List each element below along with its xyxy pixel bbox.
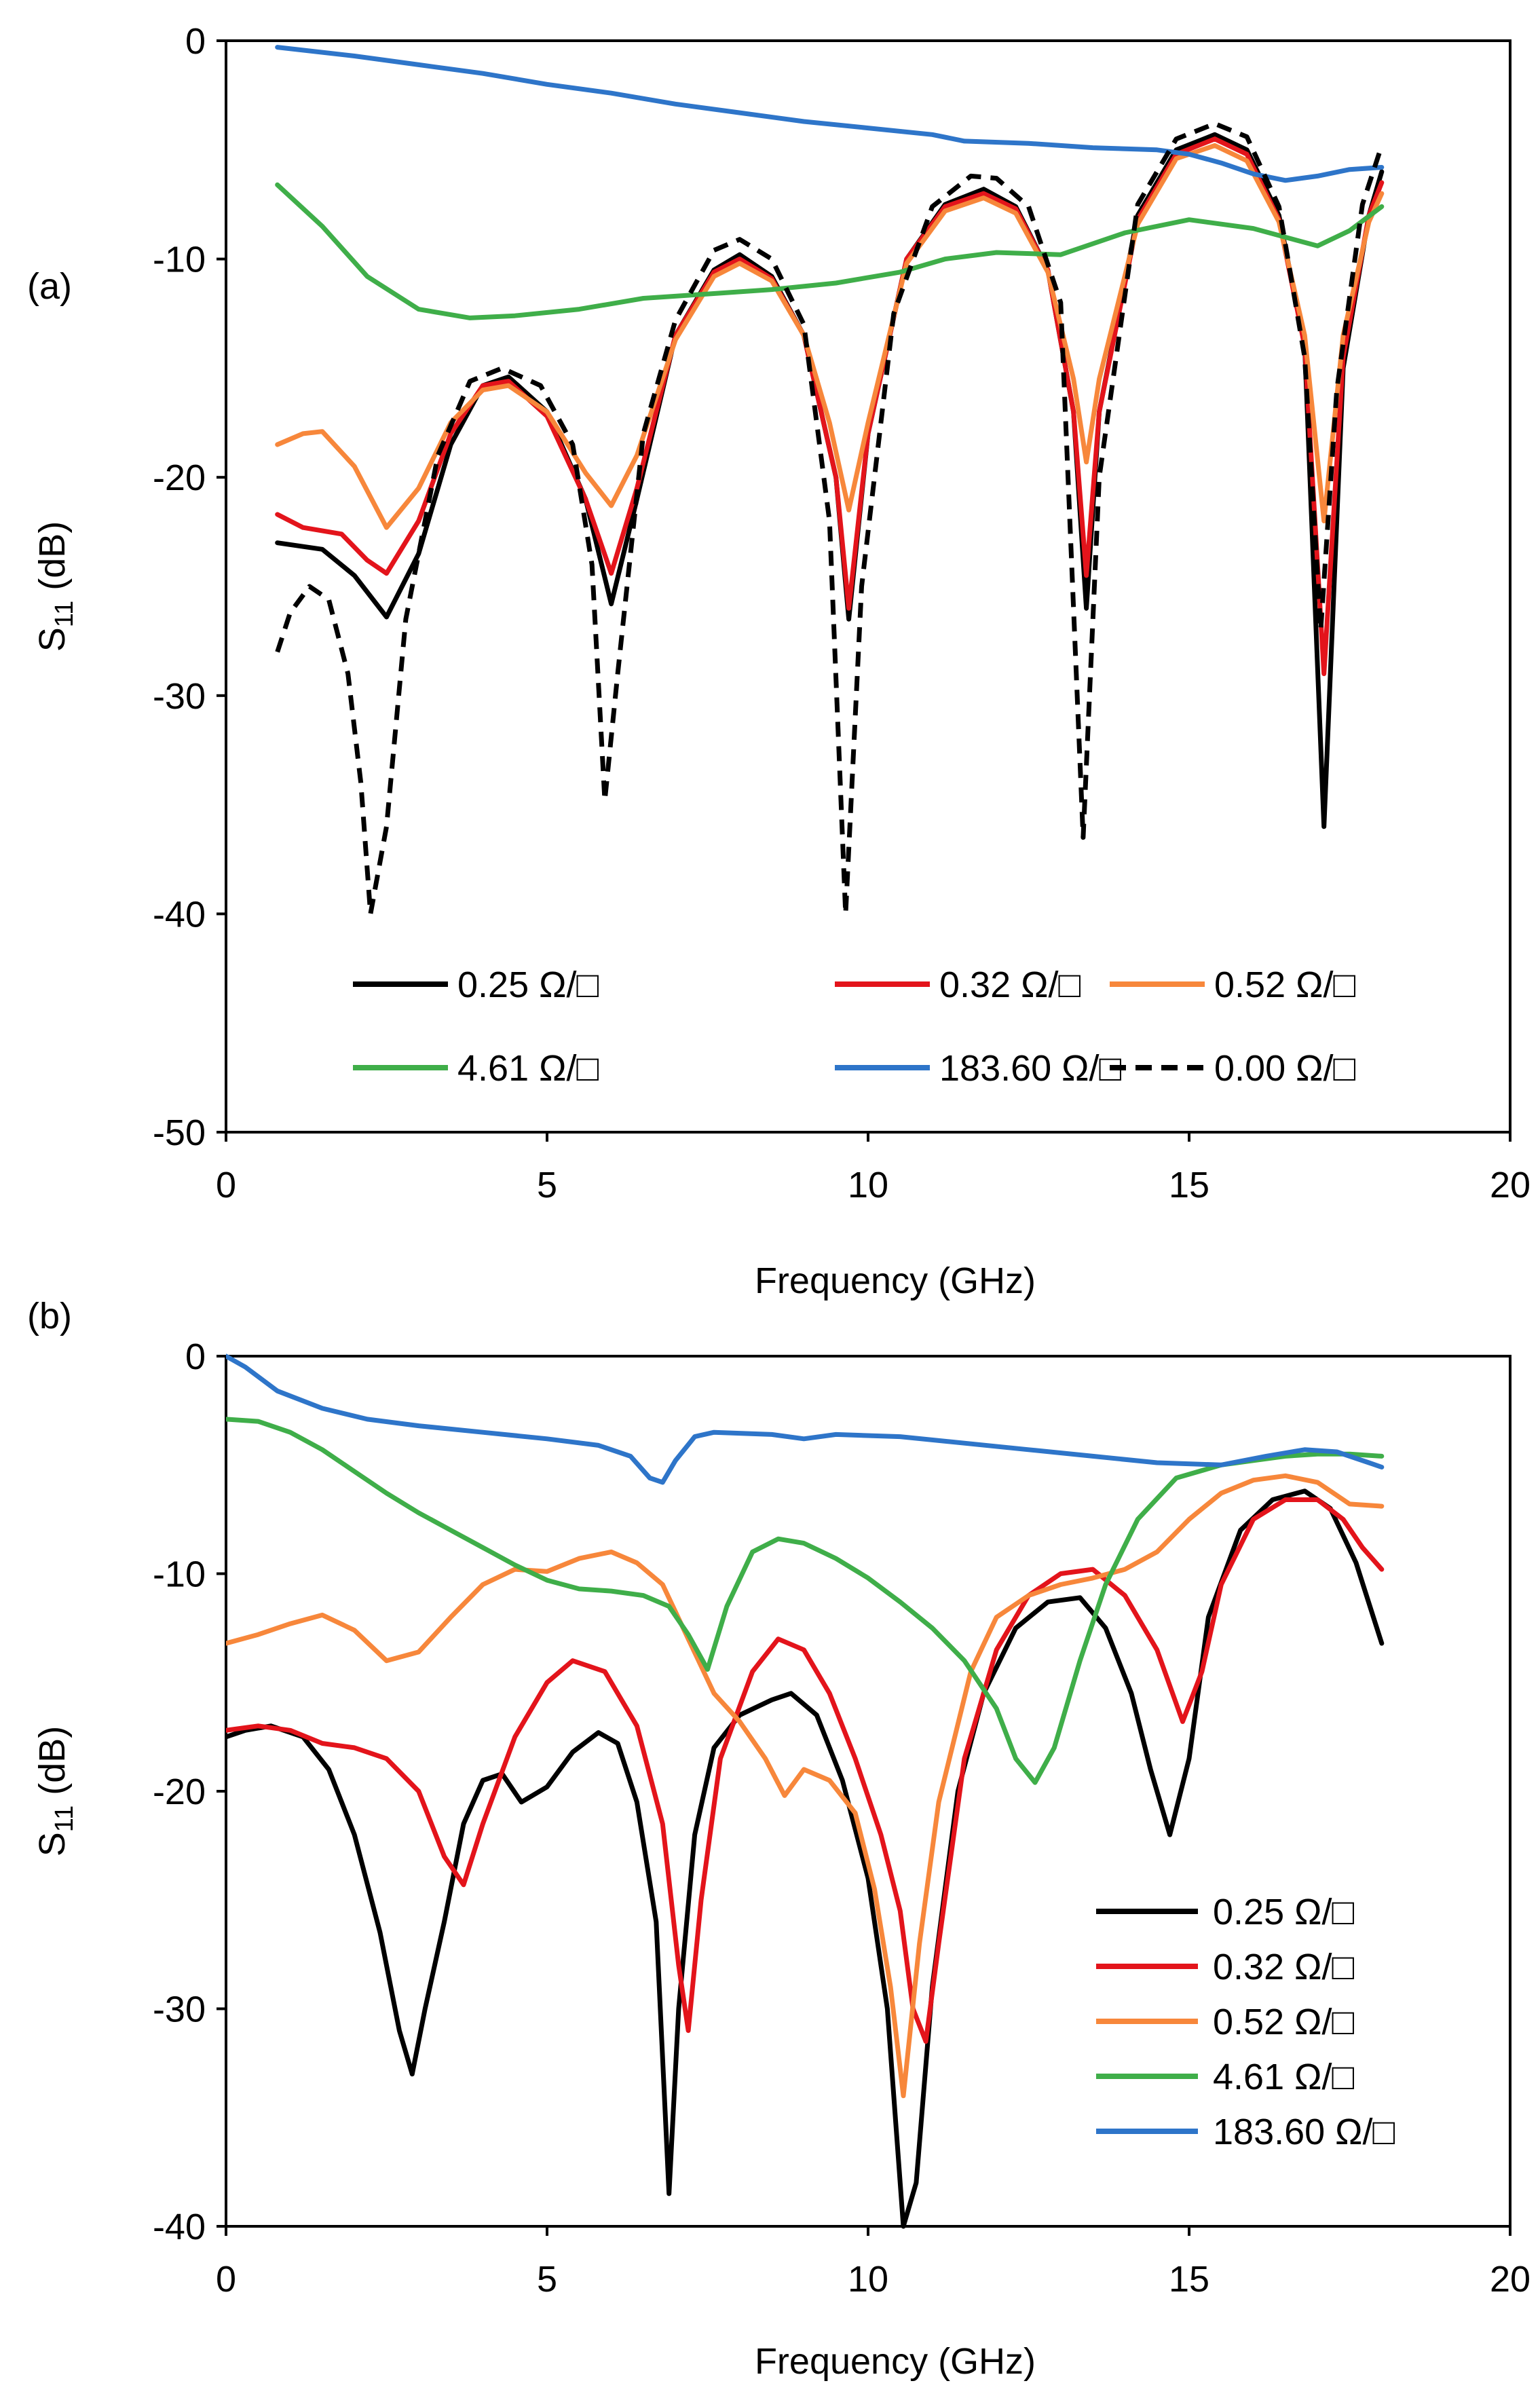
legend-label-b-2: 0.32 Ω/□ — [1213, 1947, 1354, 1987]
y-tick-label-a: 0 — [185, 21, 206, 62]
series-line-b-2 — [226, 1497, 1385, 2044]
y-tick-label-b: 0 — [185, 1336, 206, 1377]
series-line-b-4 — [226, 1417, 1385, 1785]
legend-label-a-6: 0.00 Ω/□ — [1214, 1048, 1355, 1089]
panel-label-b: (b) — [27, 1296, 72, 1336]
x-axis-label-b: Frequency (GHz) — [755, 2341, 1036, 2382]
y-tick-label-a: -20 — [153, 457, 206, 498]
x-tick-label-a: 0 — [216, 1165, 236, 1205]
y-axis-label-b: S11 (dB) — [32, 1726, 79, 1857]
legend-label-b-3: 0.52 Ω/□ — [1213, 2002, 1354, 2042]
x-tick-label-a: 20 — [1490, 1165, 1530, 1205]
y-axis-label-a: S11 (dB) — [32, 521, 79, 652]
panel-label-a: (a) — [27, 266, 72, 307]
x-tick-label-b: 10 — [848, 2259, 888, 2300]
y-tick-label-a: -30 — [153, 676, 206, 717]
legend-label-a-4: 4.61 Ω/□ — [457, 1048, 599, 1089]
y-tick-label-b: -40 — [153, 2207, 206, 2247]
series-line-b-1 — [226, 1489, 1385, 2229]
x-tick-label-b: 0 — [216, 2259, 236, 2300]
x-tick-label-a: 10 — [848, 1165, 888, 1205]
y-tick-label-b: -30 — [153, 1989, 206, 2030]
series-line-a-3 — [275, 143, 1385, 530]
series-line-b-5 — [226, 1353, 1385, 1485]
legend-label-a-5: 183.60 Ω/□ — [939, 1048, 1122, 1089]
series-line-a-5 — [275, 45, 1385, 183]
x-tick-label-b: 5 — [537, 2259, 557, 2300]
legend-label-b-4: 4.61 Ω/□ — [1213, 2057, 1354, 2097]
series-line-b-3 — [226, 1473, 1385, 2099]
legend-label-a-3: 0.52 Ω/□ — [1214, 965, 1355, 1005]
legend-label-b-5: 183.60 Ω/□ — [1213, 2112, 1395, 2152]
x-tick-label-b: 20 — [1490, 2259, 1530, 2300]
x-tick-label-a: 5 — [537, 1165, 557, 1205]
legend-label-a-1: 0.25 Ω/□ — [457, 965, 599, 1005]
x-tick-label-a: 15 — [1169, 1165, 1209, 1205]
series-line-a-4 — [275, 182, 1385, 320]
y-tick-label-a: -40 — [153, 894, 206, 935]
series-line-a-6 — [275, 121, 1385, 916]
y-tick-label-b: -10 — [153, 1554, 206, 1595]
y-tick-label-b: -20 — [153, 1772, 206, 1812]
series-line-a-1 — [275, 132, 1385, 829]
legend-label-a-2: 0.32 Ω/□ — [939, 965, 1081, 1005]
y-tick-label-a: -50 — [153, 1112, 206, 1153]
y-tick-label-a: -10 — [153, 240, 206, 280]
x-tick-label-b: 15 — [1169, 2259, 1209, 2300]
series-line-a-2 — [275, 136, 1385, 677]
x-axis-label-a: Frequency (GHz) — [755, 1260, 1036, 1301]
legend-label-b-1: 0.25 Ω/□ — [1213, 1892, 1354, 1932]
